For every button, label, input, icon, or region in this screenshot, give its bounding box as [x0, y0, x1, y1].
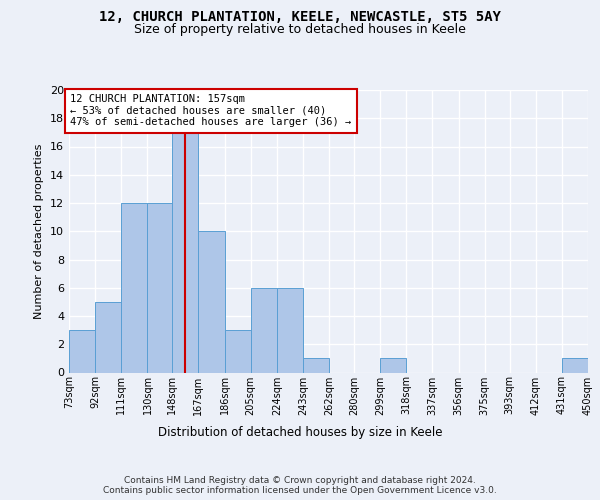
Bar: [69, 330, 95, 372]
Text: 12, CHURCH PLANTATION, KEELE, NEWCASTLE, ST5 5AY: 12, CHURCH PLANTATION, KEELE, NEWCASTLE,…: [99, 10, 501, 24]
Text: Size of property relative to detached houses in Keele: Size of property relative to detached ho…: [134, 22, 466, 36]
Bar: [562, 358, 588, 372]
Bar: [251, 288, 277, 372]
Bar: [95, 302, 121, 372]
Bar: [199, 231, 224, 372]
Bar: [303, 358, 329, 372]
Bar: [172, 132, 199, 372]
Bar: [224, 330, 251, 372]
Bar: [121, 203, 148, 372]
Text: Distribution of detached houses by size in Keele: Distribution of detached houses by size …: [158, 426, 442, 439]
Bar: [277, 288, 303, 372]
Text: Contains HM Land Registry data © Crown copyright and database right 2024.
Contai: Contains HM Land Registry data © Crown c…: [103, 476, 497, 495]
Y-axis label: Number of detached properties: Number of detached properties: [34, 144, 44, 319]
Text: 12 CHURCH PLANTATION: 157sqm
← 53% of detached houses are smaller (40)
47% of se: 12 CHURCH PLANTATION: 157sqm ← 53% of de…: [70, 94, 352, 128]
Bar: [148, 203, 173, 372]
Bar: [380, 358, 406, 372]
